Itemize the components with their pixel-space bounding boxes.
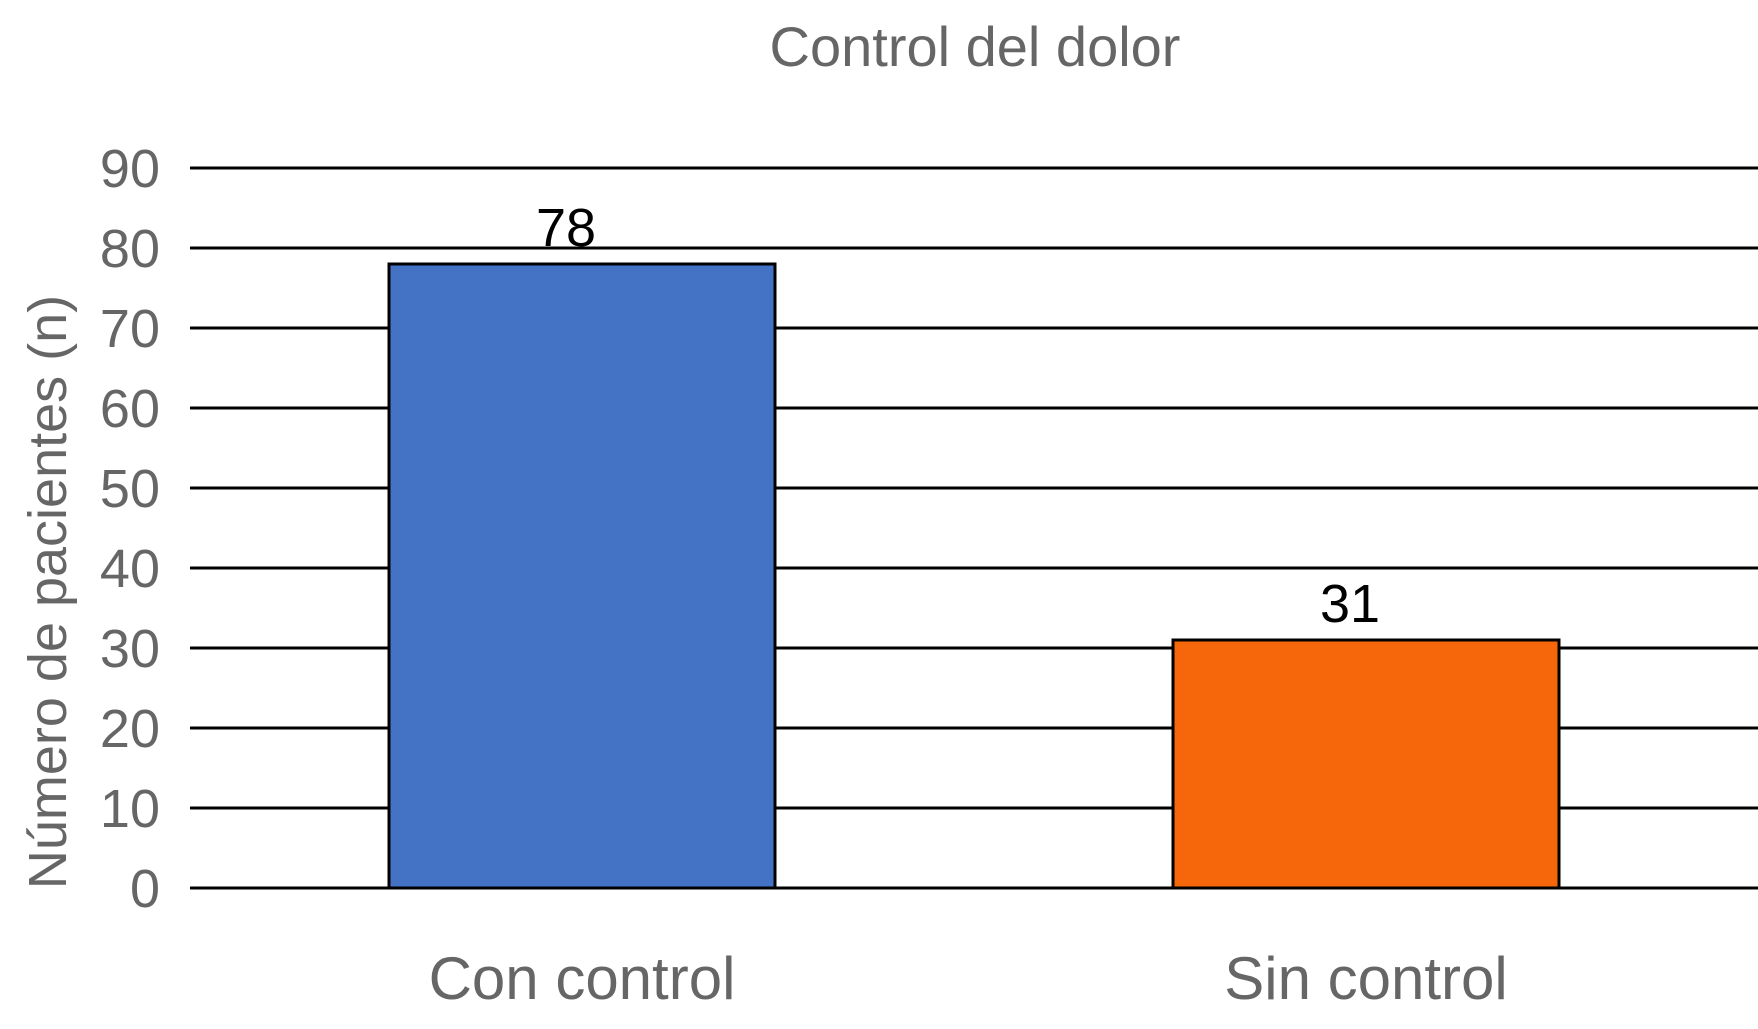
data-label: 78: [536, 198, 596, 258]
bar-con-control: [387, 262, 777, 890]
bars: [387, 262, 1561, 890]
x-category-label: Con control: [429, 945, 736, 1012]
y-tick-label: 0: [130, 859, 160, 919]
y-tick-label: 20: [100, 699, 160, 759]
x-axis-categories: Con control Sin control: [429, 945, 1508, 1012]
bar-sin-control: [1171, 638, 1561, 890]
y-tick-label: 60: [100, 379, 160, 439]
y-axis-label: Número de pacientes (n): [18, 295, 78, 889]
x-category-label: Sin control: [1224, 945, 1507, 1012]
y-tick-label: 50: [100, 459, 160, 519]
y-tick-label: 80: [100, 219, 160, 279]
y-tick-label: 70: [100, 299, 160, 359]
y-tick-label: 30: [100, 619, 160, 679]
data-label: 31: [1320, 574, 1380, 634]
y-axis-ticks: 0 10 20 30 40 50 60 70 80 90: [100, 139, 160, 919]
y-tick-label: 90: [100, 139, 160, 199]
chart-title: Control del dolor: [770, 15, 1181, 78]
y-tick-label: 10: [100, 779, 160, 839]
y-tick-label: 40: [100, 539, 160, 599]
data-labels: 78 31: [536, 198, 1380, 634]
